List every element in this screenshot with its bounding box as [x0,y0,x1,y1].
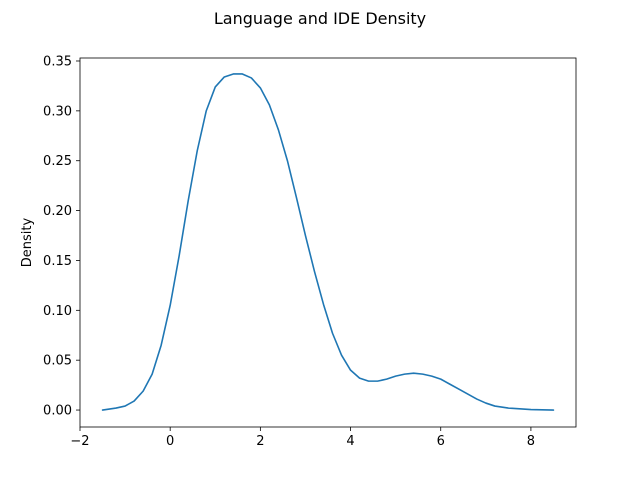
y-axis-label: Density [20,217,35,267]
y-tick-label: 0.20 [43,204,72,219]
x-axis: −2 0 2 4 6 8 [70,427,535,449]
y-tick-label: 0.25 [43,154,72,169]
y-tick-label: 0.30 [43,104,72,119]
x-tick-label: 4 [346,434,354,449]
y-tick-label: 0.15 [43,254,72,269]
y-tick-label: 0.05 [43,354,72,369]
density-line-0 [101,73,555,411]
y-tick-label: 0.35 [43,54,72,69]
y-axis: 0.00 0.05 0.10 0.15 0.20 0.25 0.30 0.35 [43,54,80,419]
x-tick-label: 6 [437,434,445,449]
x-tick-label: 0 [166,434,174,449]
plot-area [101,73,555,411]
x-tick-label: 8 [527,434,535,449]
x-tick-label: −2 [70,434,89,449]
axes-frame [79,57,577,428]
x-tick-label: 2 [256,434,264,449]
y-tick-label: 0.10 [43,304,72,319]
y-tick-label: 0.00 [43,404,72,419]
chart-title: Language and IDE Density [214,9,426,28]
